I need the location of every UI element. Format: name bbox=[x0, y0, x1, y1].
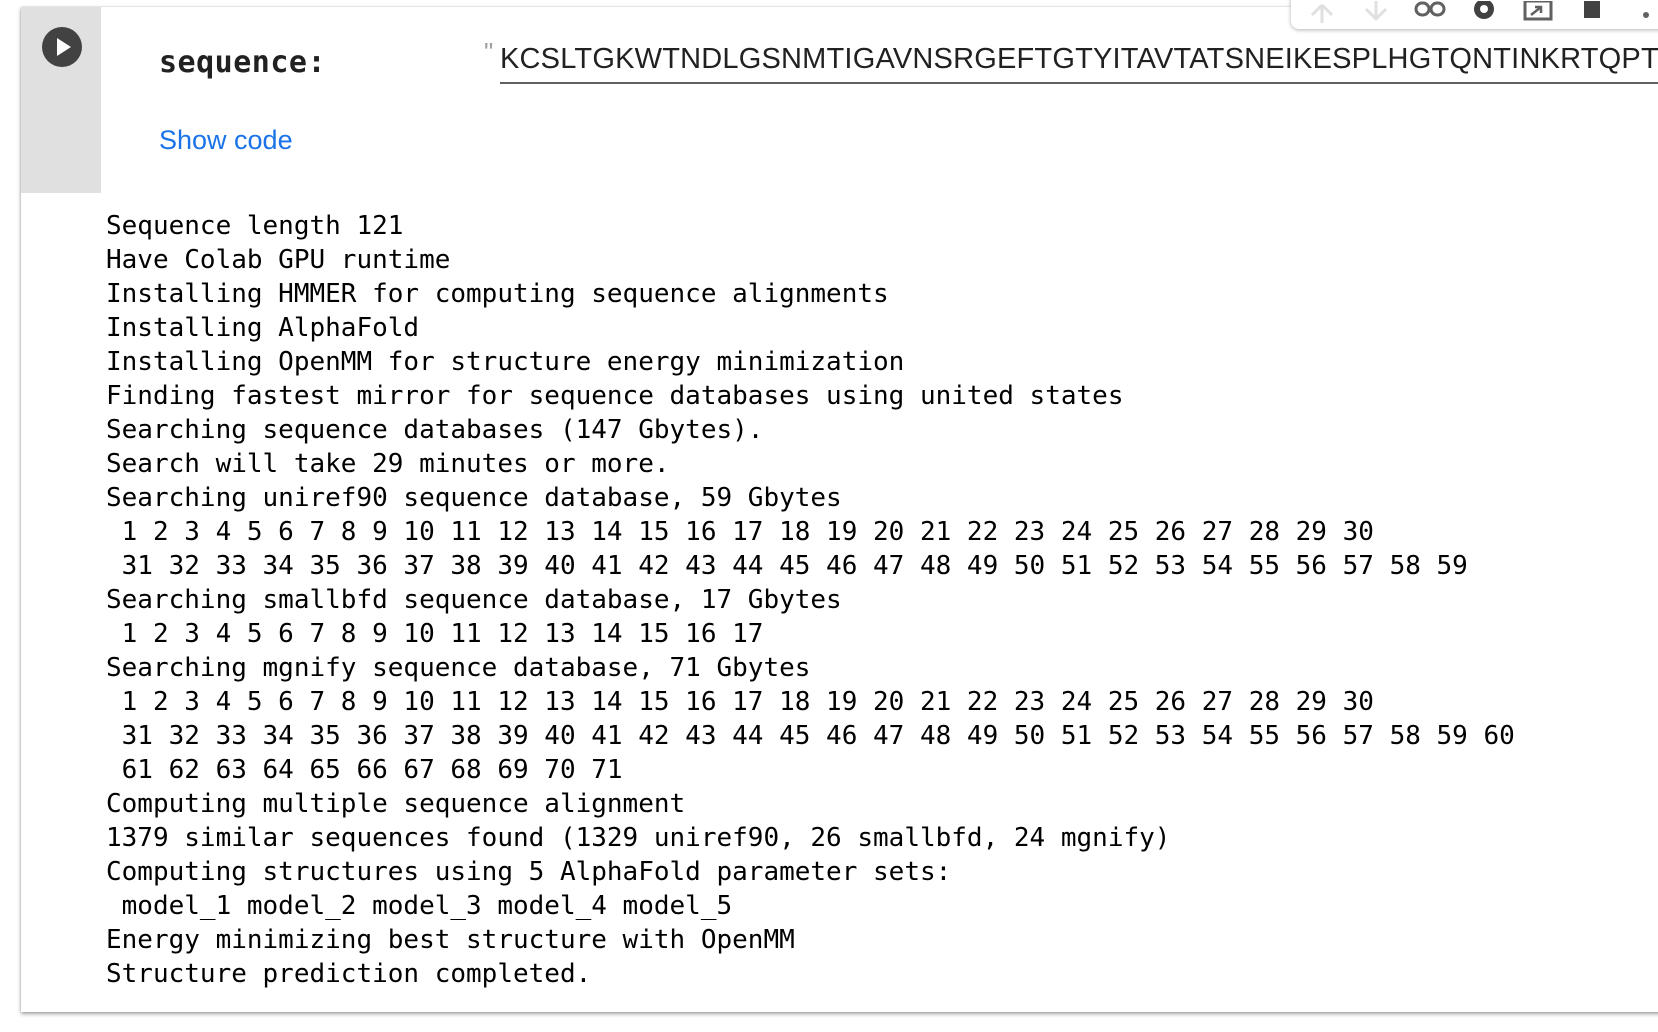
arrow-down-icon[interactable] bbox=[1359, 1, 1393, 23]
output-line: 31 32 33 34 35 36 37 38 39 40 41 42 43 4… bbox=[106, 551, 1468, 581]
cell-toolbar bbox=[1291, 0, 1658, 29]
arrow-up-icon[interactable] bbox=[1305, 1, 1339, 23]
output-line: 61 62 63 64 65 66 67 68 69 70 71 bbox=[106, 755, 623, 785]
output-line: Searching uniref90 sequence database, 59… bbox=[106, 483, 842, 513]
param-label: sequence: bbox=[159, 45, 327, 80]
output-line: Search will take 29 minutes or more. bbox=[106, 449, 670, 479]
output-line: model_1 model_2 model_3 model_4 model_5 bbox=[106, 891, 733, 921]
output-line: Sequence length 121 bbox=[106, 211, 404, 241]
output-line: 1 2 3 4 5 6 7 8 9 10 11 12 13 14 15 16 1… bbox=[106, 687, 1374, 717]
quote-open: " bbox=[484, 37, 494, 67]
output-line: 1379 similar sequences found (1329 unire… bbox=[106, 823, 1171, 853]
delete-icon[interactable] bbox=[1575, 1, 1609, 23]
output-line: Searching smallbfd sequence database, 17… bbox=[106, 585, 842, 615]
more-vert-icon[interactable] bbox=[1629, 1, 1658, 23]
output-line: 1 2 3 4 5 6 7 8 9 10 11 12 13 14 15 16 1… bbox=[106, 517, 1374, 547]
output-line: Installing OpenMM for structure energy m… bbox=[106, 347, 905, 377]
output-line: Installing HMMER for computing sequence … bbox=[106, 279, 889, 309]
code-cell: sequence: " " Show code Sequence length … bbox=[21, 0, 1658, 1012]
play-icon bbox=[57, 38, 71, 56]
output-line: Structure prediction completed. bbox=[106, 959, 592, 989]
run-cell-button[interactable] bbox=[42, 27, 82, 67]
output-line: Searching sequence databases (147 Gbytes… bbox=[106, 415, 764, 445]
cell-gutter bbox=[21, 7, 101, 193]
output-line: Computing multiple sequence alignment bbox=[106, 789, 686, 819]
output-line: 31 32 33 34 35 36 37 38 39 40 41 42 43 4… bbox=[106, 721, 1515, 751]
output-line: Installing AlphaFold bbox=[106, 313, 420, 343]
link-icon[interactable] bbox=[1413, 1, 1447, 23]
output-line: 1 2 3 4 5 6 7 8 9 10 11 12 13 14 15 16 1… bbox=[106, 619, 764, 649]
output-line: Finding fastest mirror for sequence data… bbox=[106, 381, 1124, 411]
form-row: sequence: " " bbox=[159, 37, 1658, 93]
output-line: Computing structures using 5 AlphaFold p… bbox=[106, 857, 952, 887]
sequence-input[interactable] bbox=[500, 37, 1658, 84]
output-line: Energy minimizing best structure with Op… bbox=[106, 925, 795, 955]
mirror-cell-icon[interactable] bbox=[1521, 1, 1555, 23]
show-code-link[interactable]: Show code bbox=[159, 125, 293, 155]
output-line: Searching mgnify sequence database, 71 G… bbox=[106, 653, 811, 683]
output-line: Have Colab GPU runtime bbox=[106, 245, 451, 275]
cell-output: Sequence length 121 Have Colab GPU runtim… bbox=[106, 209, 1515, 991]
gear-icon[interactable] bbox=[1467, 1, 1501, 23]
